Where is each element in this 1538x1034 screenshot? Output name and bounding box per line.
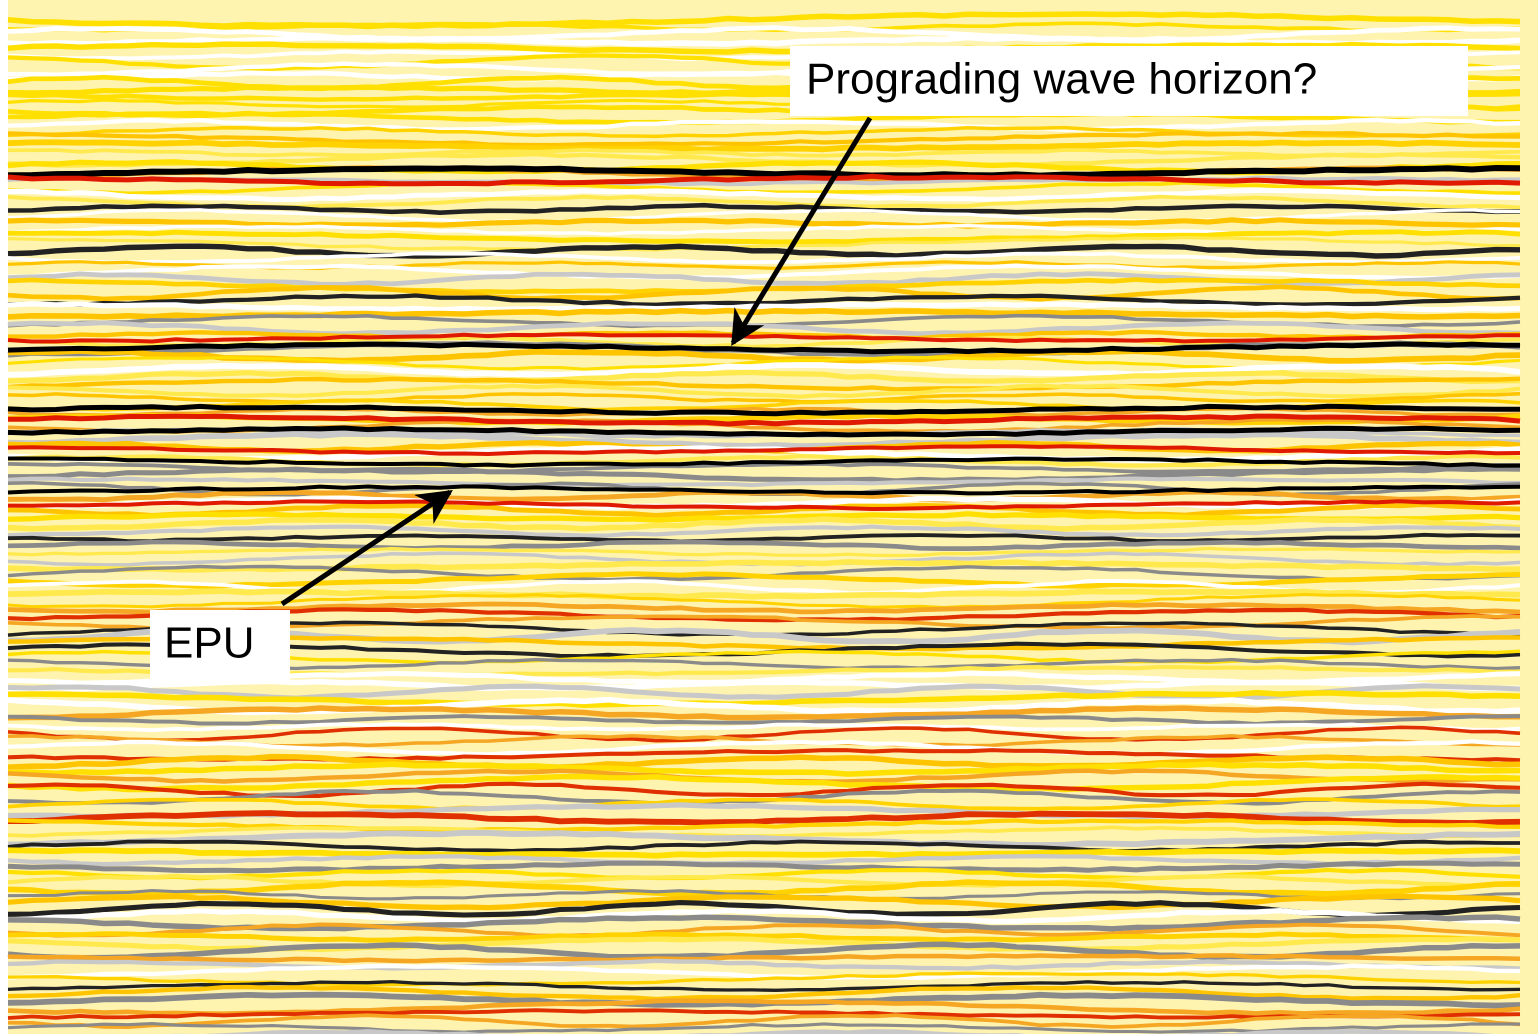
seismic-section: Prograding wave horizon? EPU — [0, 0, 1538, 1034]
page: Prograding wave horizon? EPU (() => { co… — [0, 0, 1538, 1034]
annotation-label: Prograding wave horizon? — [806, 55, 1317, 104]
annotation-label: EPU — [164, 619, 254, 668]
